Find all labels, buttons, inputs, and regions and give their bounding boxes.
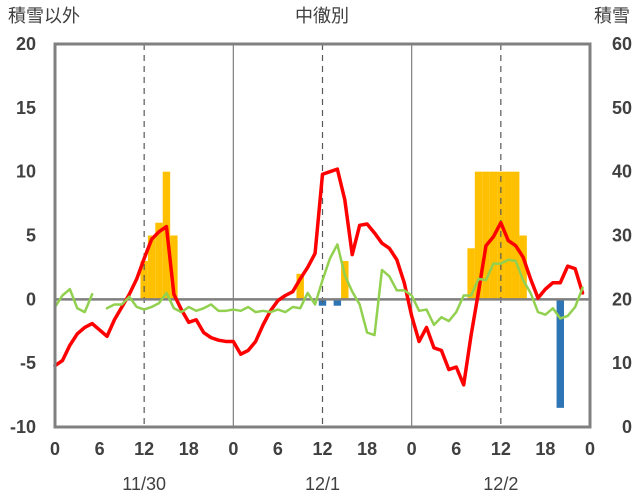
bar-0-12: [504, 171, 512, 300]
bar-0-13: [511, 171, 520, 300]
right-tick-4: 20: [612, 289, 632, 309]
date-labels: 11/30 12/1 12/2: [122, 474, 518, 494]
x-tick-3: 18: [179, 439, 199, 459]
bar-1-1: [333, 299, 342, 306]
left-tick-labels: 20 15 10 5 0 -5 -10: [10, 34, 36, 437]
right-tick-6: 0: [622, 417, 632, 437]
series-line-0: [53, 167, 585, 387]
bar-1-2: [556, 299, 564, 408]
x-tick-7: 18: [357, 439, 377, 459]
right-tick-labels: 60 50 40 30 20 10 0: [612, 34, 632, 437]
x-tick-0: 0: [50, 439, 60, 459]
x-tick-labels: 0 6 12 18 0 6 12 18 0 6 12 18 0: [50, 439, 595, 459]
bar-0-6: [341, 261, 349, 300]
chart-title: 中徹別: [295, 6, 349, 27]
bar-0-8: [474, 171, 483, 300]
x-tick-1: 6: [95, 439, 105, 459]
frame-rect: [53, 42, 592, 429]
left-tick-5: -5: [20, 353, 36, 373]
left-tick-3: 5: [26, 226, 36, 246]
left-tick-0: 20: [16, 34, 36, 54]
left-tick-6: -10: [10, 417, 36, 437]
x-tick-11: 18: [535, 439, 555, 459]
right-tick-5: 10: [612, 353, 632, 373]
bar-0-9: [482, 171, 490, 300]
right-tick-3: 30: [612, 226, 632, 246]
grid: [55, 44, 590, 427]
left-tick-2: 10: [16, 162, 36, 182]
left-axis-title: 積雪以外: [8, 6, 80, 27]
x-tick-5: 6: [273, 439, 283, 459]
bar-0-2: [155, 222, 163, 300]
x-tick-8: 0: [407, 439, 417, 459]
right-tick-1: 50: [612, 98, 632, 118]
x-tick-4: 0: [228, 439, 238, 459]
x-tick-6: 12: [312, 439, 332, 459]
bar-0-4: [170, 235, 178, 300]
bar-0-1: [147, 235, 156, 300]
left-tick-4: 0: [26, 289, 36, 309]
x-tick-2: 12: [134, 439, 154, 459]
bar-0-7: [467, 248, 475, 300]
bar-0-5: [296, 273, 304, 300]
left-tick-1: 15: [16, 98, 36, 118]
series-line-1: [53, 243, 584, 337]
date-label-0: 11/30: [122, 474, 166, 494]
x-tick-9: 6: [451, 439, 461, 459]
date-label-1: 12/1: [305, 474, 340, 494]
bar-0-14: [519, 235, 527, 300]
x-tick-12: 0: [585, 439, 595, 459]
plot-frame: [53, 42, 592, 429]
right-axis-title: 積雪: [594, 6, 630, 27]
x-tick-10: 12: [491, 439, 511, 459]
right-tick-0: 60: [612, 34, 632, 54]
date-label-2: 12/2: [483, 474, 518, 494]
right-tick-2: 40: [612, 162, 632, 182]
